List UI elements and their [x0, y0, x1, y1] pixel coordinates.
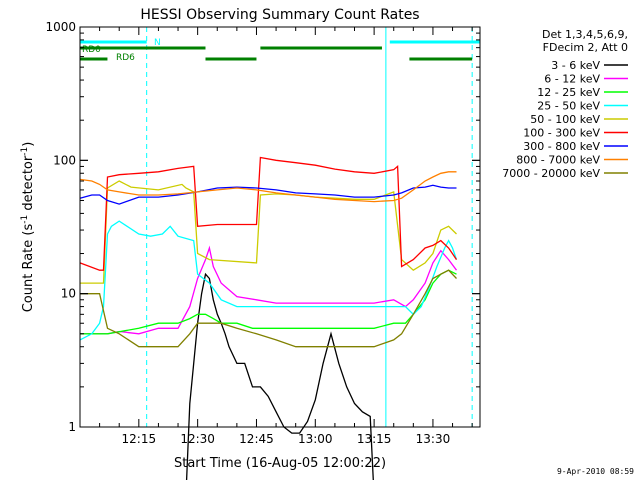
plot-frame: [79, 26, 481, 428]
series-line-2: [80, 269, 457, 335]
legend-entry-label: 7000 - 20000 keV: [502, 167, 600, 180]
legend-entry-label: 100 - 300 keV: [523, 127, 600, 140]
legend-header-2: FDecim 2, Att 0: [543, 41, 628, 54]
x-tick-label: 12:15: [122, 432, 157, 446]
footer-timestamp: 9-Apr-2010 08:59: [557, 467, 634, 476]
flag-label-rd6: RD6: [116, 53, 135, 63]
x-tick-label: 12:30: [180, 432, 215, 446]
y-axis: 1 10 100 1000: [45, 20, 480, 434]
legend-entry-label: 12 - 25 keV: [537, 86, 600, 99]
y-tick-label: 100: [53, 153, 76, 167]
series-line-8: [80, 269, 457, 348]
x-tick-label: 13:15: [357, 432, 392, 446]
flag-bars: N RD0 RD6: [80, 38, 480, 63]
series-line-1: [80, 245, 458, 335]
flag-label-rd0: RD0: [82, 45, 101, 55]
legend-entry-label: 300 - 800 keV: [523, 140, 600, 153]
x-tick-label: 13:30: [416, 432, 451, 446]
legend-entry-label: 6 - 12 keV: [544, 73, 600, 86]
y-tick-label: 10: [61, 287, 76, 301]
x-axis: 12:15 12:30 12:45 13:00 13:15 13:30: [99, 27, 473, 446]
series-line-6: [79, 184, 457, 205]
legend-entry-label: 50 - 100 keV: [530, 113, 600, 126]
flag-label-n: N: [154, 38, 161, 48]
legend-entry-label: 25 - 50 keV: [537, 100, 600, 113]
series-line-0: [185, 272, 374, 480]
x-tick-label: 12:45: [239, 432, 274, 446]
x-tick-label: 13:00: [298, 432, 333, 446]
legend-entry-label: 3 - 6 keV: [551, 59, 600, 72]
time-markers: [79, 27, 473, 427]
legend-entry-label: 800 - 7000 keV: [516, 154, 600, 167]
legend: Det 1,3,4,5,6,9, FDecim 2, Att 0 3 - 6 k…: [502, 28, 628, 180]
series-line-7: [79, 171, 457, 203]
x-axis-label: Start Time (16-Aug-05 12:00:22): [174, 456, 386, 471]
series-lines: [79, 156, 458, 480]
legend-header-1: Det 1,3,4,5,6,9,: [542, 28, 628, 41]
series-line-3: [79, 220, 458, 341]
series-line-4: [80, 180, 457, 284]
y-tick-label: 1: [68, 420, 76, 434]
y-axis-label: Count Rate (s-1 detector-1): [20, 142, 36, 313]
series-line-5: [79, 156, 458, 271]
chart-title: HESSI Observing Summary Count Rates: [140, 7, 419, 23]
y-tick-label: 1000: [45, 20, 76, 34]
